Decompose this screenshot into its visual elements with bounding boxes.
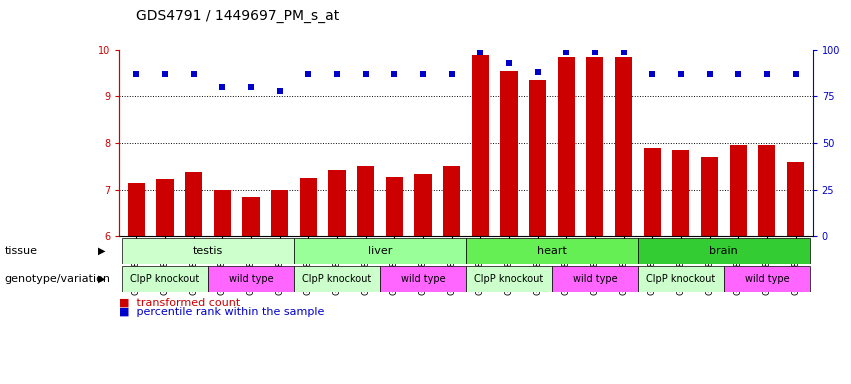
Bar	[294, 238, 466, 264]
Text: brain: brain	[710, 246, 738, 256]
Point	[158, 71, 172, 77]
Point	[215, 84, 229, 90]
Text: ▶: ▶	[98, 246, 106, 256]
Bar	[465, 238, 638, 264]
Bar	[701, 157, 718, 236]
Text: wild type: wild type	[573, 274, 617, 284]
Bar	[157, 179, 174, 236]
Text: liver: liver	[368, 246, 392, 256]
Point	[301, 71, 315, 77]
Text: ClpP knockout: ClpP knockout	[474, 274, 544, 284]
Text: ClpP knockout: ClpP knockout	[302, 274, 372, 284]
Bar	[208, 266, 294, 292]
Bar	[552, 266, 638, 292]
Bar	[557, 57, 574, 236]
Text: ▶: ▶	[98, 274, 106, 284]
Bar	[638, 266, 724, 292]
Point	[129, 71, 143, 77]
Bar	[328, 170, 346, 236]
Text: ClpP knockout: ClpP knockout	[130, 274, 200, 284]
Bar	[185, 172, 203, 236]
Text: wild type: wild type	[401, 274, 445, 284]
Point	[789, 71, 802, 77]
Text: wild type: wild type	[229, 274, 273, 284]
Point	[387, 71, 401, 77]
Point	[674, 71, 688, 77]
Point	[531, 69, 545, 75]
Point	[502, 60, 516, 66]
Point	[731, 71, 745, 77]
Bar	[122, 238, 294, 264]
Text: ■  transformed count: ■ transformed count	[119, 297, 240, 307]
Point	[473, 49, 487, 55]
Bar	[787, 162, 804, 236]
Bar	[729, 146, 747, 236]
Text: heart: heart	[537, 246, 567, 256]
Bar	[271, 190, 288, 236]
Point	[273, 88, 287, 94]
Point	[187, 71, 201, 77]
Point	[359, 71, 373, 77]
Bar	[122, 266, 208, 292]
Bar	[214, 190, 231, 236]
Point	[416, 71, 430, 77]
Point	[760, 71, 774, 77]
Text: GDS4791 / 1449697_PM_s_at: GDS4791 / 1449697_PM_s_at	[136, 9, 340, 23]
Point	[703, 71, 717, 77]
Point	[330, 71, 344, 77]
Text: testis: testis	[193, 246, 223, 256]
Point	[244, 84, 258, 90]
Bar	[672, 150, 689, 236]
Point	[445, 71, 459, 77]
Bar	[500, 71, 517, 236]
Bar	[386, 177, 403, 236]
Bar	[414, 174, 431, 236]
Bar	[586, 57, 603, 236]
Point	[617, 49, 631, 55]
Bar	[294, 266, 380, 292]
Bar	[128, 183, 145, 236]
Point	[645, 71, 659, 77]
Text: genotype/variation: genotype/variation	[4, 274, 111, 284]
Text: wild type: wild type	[745, 274, 789, 284]
Text: ■  percentile rank within the sample: ■ percentile rank within the sample	[119, 307, 324, 317]
Bar	[243, 197, 260, 236]
Bar	[638, 238, 810, 264]
Bar	[758, 146, 775, 236]
Bar	[724, 266, 810, 292]
Bar	[643, 148, 661, 236]
Text: tissue: tissue	[4, 246, 37, 256]
Bar	[300, 178, 317, 236]
Text: ClpP knockout: ClpP knockout	[646, 274, 716, 284]
Bar	[529, 80, 546, 236]
Bar	[380, 266, 466, 292]
Point	[559, 49, 573, 55]
Point	[588, 49, 602, 55]
Bar	[357, 166, 374, 236]
Bar	[615, 57, 632, 236]
Bar	[465, 266, 552, 292]
Bar	[471, 55, 488, 236]
Bar	[443, 166, 460, 236]
